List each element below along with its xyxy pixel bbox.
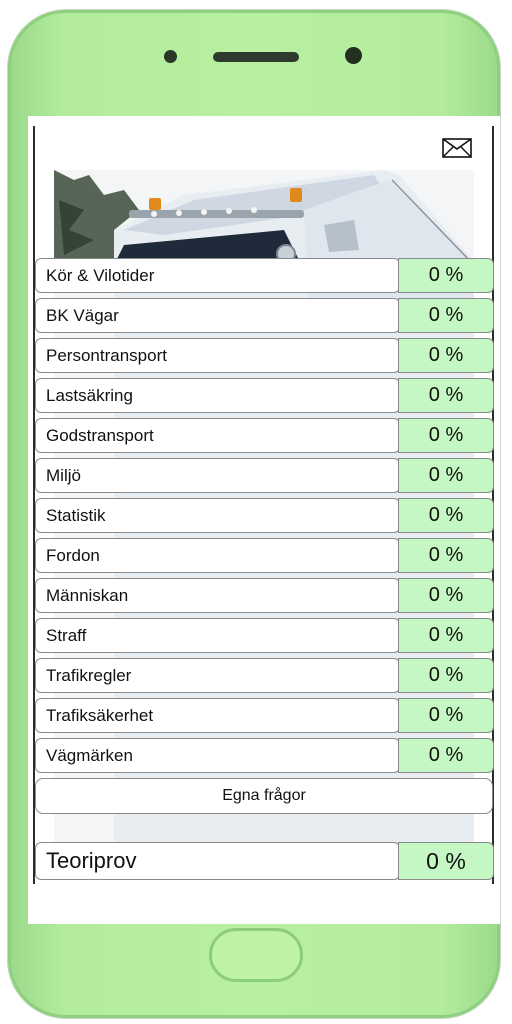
category-label[interactable]: Straff [35, 618, 400, 653]
category-row-straff[interactable]: Straff 0 % [35, 618, 494, 655]
category-score: 0 % [398, 618, 494, 653]
home-button[interactable] [209, 928, 303, 982]
category-label[interactable]: BK Vägar [35, 298, 400, 333]
app-screen: Kör & Vilotider 0 % BK Vägar 0 % Persont… [28, 116, 500, 924]
category-label[interactable]: Lastsäkring [35, 378, 400, 413]
category-label[interactable]: Miljö [35, 458, 400, 493]
category-label[interactable]: Statistik [35, 498, 400, 533]
front-camera [345, 47, 362, 64]
category-label[interactable]: Godstransport [35, 418, 400, 453]
category-score: 0 % [398, 338, 494, 373]
category-score: 0 % [398, 418, 494, 453]
envelope-icon[interactable] [442, 138, 472, 158]
category-score: 0 % [398, 538, 494, 573]
category-score: 0 % [398, 258, 494, 293]
category-score: 0 % [398, 298, 494, 333]
front-sensor [164, 50, 177, 63]
category-label[interactable]: Kör & Vilotider [35, 258, 400, 293]
category-score: 0 % [398, 458, 494, 493]
category-score: 0 % [398, 378, 494, 413]
category-score: 0 % [398, 738, 494, 773]
theory-test-label[interactable]: Teoriprov [35, 842, 400, 880]
category-row-statistik[interactable]: Statistik 0 % [35, 498, 494, 535]
category-label[interactable]: Trafikregler [35, 658, 400, 693]
category-row-miljo[interactable]: Miljö 0 % [35, 458, 494, 495]
category-row-manniskan[interactable]: Människan 0 % [35, 578, 494, 615]
category-score: 0 % [398, 698, 494, 733]
category-row-persontransport[interactable]: Persontransport 0 % [35, 338, 494, 375]
screen-edge-left [33, 126, 35, 884]
category-score: 0 % [398, 658, 494, 693]
earpiece-speaker [213, 52, 299, 62]
category-row-lastsakring[interactable]: Lastsäkring 0 % [35, 378, 494, 415]
category-row-trafikregler[interactable]: Trafikregler 0 % [35, 658, 494, 695]
category-label[interactable]: Vägmärken [35, 738, 400, 773]
own-questions-button[interactable]: Egna frågor [35, 778, 493, 814]
category-row-kor-vilotider[interactable]: Kör & Vilotider 0 % [35, 258, 494, 295]
category-row-fordon[interactable]: Fordon 0 % [35, 538, 494, 575]
category-label[interactable]: Fordon [35, 538, 400, 573]
category-score: 0 % [398, 578, 494, 613]
category-score: 0 % [398, 498, 494, 533]
category-row-trafiksakerhet[interactable]: Trafiksäkerhet 0 % [35, 698, 494, 735]
category-label[interactable]: Persontransport [35, 338, 400, 373]
category-label[interactable]: Människan [35, 578, 400, 613]
theory-test-score: 0 % [398, 842, 494, 880]
phone-frame: Kör & Vilotider 0 % BK Vägar 0 % Persont… [8, 10, 500, 1018]
category-row-godstransport[interactable]: Godstransport 0 % [35, 418, 494, 455]
category-row-vagmarken[interactable]: Vägmärken 0 % [35, 738, 494, 775]
category-label[interactable]: Trafiksäkerhet [35, 698, 400, 733]
theory-test-row[interactable]: Teoriprov 0 % [35, 842, 494, 880]
category-row-bk-vagar[interactable]: BK Vägar 0 % [35, 298, 494, 335]
